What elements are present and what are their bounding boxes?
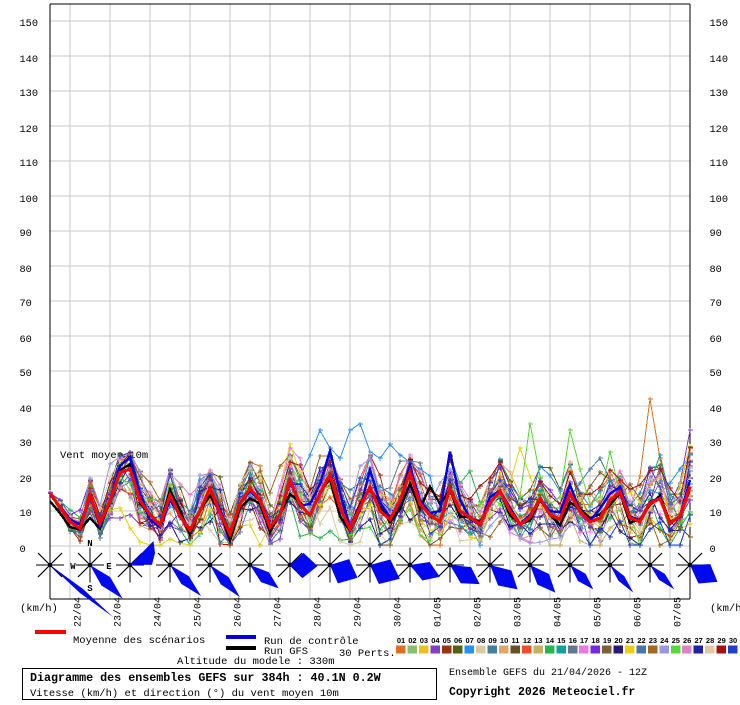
svg-text:0: 0: [710, 544, 716, 556]
svg-text:24/04: 24/04: [153, 597, 165, 627]
svg-text:90: 90: [20, 228, 32, 240]
svg-text:13: 13: [534, 636, 542, 645]
svg-text:26: 26: [683, 636, 691, 645]
svg-text:20: 20: [614, 636, 622, 645]
svg-text:14: 14: [546, 636, 555, 645]
svg-text:Diagramme des ensembles GEFS s: Diagramme des ensembles GEFS sur 384h : …: [30, 671, 382, 685]
svg-text:18: 18: [591, 636, 599, 645]
svg-text:100: 100: [20, 194, 39, 206]
svg-text:50: 50: [20, 368, 32, 380]
svg-text:22/04: 22/04: [73, 597, 85, 627]
svg-text:23/04: 23/04: [113, 597, 125, 627]
svg-text:26/04: 26/04: [233, 597, 245, 627]
svg-text:23: 23: [649, 636, 657, 645]
svg-text:0: 0: [20, 544, 26, 556]
svg-text:22: 22: [637, 636, 645, 645]
svg-text:130: 130: [710, 88, 729, 100]
svg-text:29/04: 29/04: [353, 597, 365, 627]
svg-text:100: 100: [710, 194, 729, 206]
svg-text:04: 04: [431, 636, 440, 645]
svg-text:110: 110: [20, 158, 39, 170]
svg-text:30/04: 30/04: [393, 597, 405, 627]
svg-text:150: 150: [710, 18, 729, 30]
svg-text:Copyright 2026 Meteociel.fr: Copyright 2026 Meteociel.fr: [449, 686, 635, 699]
svg-text:Moyenne des scénarios: Moyenne des scénarios: [73, 635, 205, 647]
svg-text:30 Perts.: 30 Perts.: [339, 648, 396, 660]
svg-text:17: 17: [580, 636, 588, 645]
svg-text:05/05: 05/05: [593, 597, 605, 627]
svg-text:10: 10: [500, 636, 508, 645]
svg-text:02/05: 02/05: [473, 597, 485, 627]
svg-text:20: 20: [710, 474, 722, 486]
svg-text:70: 70: [710, 298, 722, 310]
svg-text:01: 01: [397, 636, 405, 645]
svg-text:03: 03: [420, 636, 428, 645]
svg-text:130: 130: [20, 88, 39, 100]
svg-text:07/05: 07/05: [673, 597, 685, 627]
svg-text:40: 40: [20, 404, 32, 416]
svg-text:08: 08: [477, 636, 485, 645]
svg-text:60: 60: [20, 334, 32, 346]
svg-text:30: 30: [20, 438, 32, 450]
svg-text:07: 07: [466, 636, 474, 645]
svg-text:N: N: [87, 539, 92, 549]
svg-text:Vent moyen 10m: Vent moyen 10m: [60, 450, 148, 462]
svg-text:40: 40: [710, 404, 722, 416]
svg-text:10: 10: [20, 508, 32, 520]
svg-text:24: 24: [660, 636, 669, 645]
svg-text:04/05: 04/05: [553, 597, 565, 627]
svg-text:Altitude du modele : 330m: Altitude du modele : 330m: [177, 656, 335, 668]
svg-text:12: 12: [523, 636, 531, 645]
svg-text:09: 09: [488, 636, 496, 645]
svg-text:30: 30: [729, 636, 737, 645]
svg-text:Vitesse (km/h) et direction (°: Vitesse (km/h) et direction (°) du vent …: [30, 688, 339, 700]
svg-text:(km/h): (km/h): [20, 603, 58, 615]
svg-text:140: 140: [20, 54, 39, 66]
svg-text:05: 05: [443, 636, 451, 645]
svg-text:21: 21: [626, 636, 634, 645]
svg-text:60: 60: [710, 334, 722, 346]
svg-text:28: 28: [706, 636, 714, 645]
svg-text:Ensemble GEFS du 21/04/2026 -: Ensemble GEFS du 21/04/2026 - 12Z: [449, 667, 647, 679]
svg-text:02: 02: [408, 636, 416, 645]
svg-text:140: 140: [710, 54, 729, 66]
svg-text:06: 06: [454, 636, 462, 645]
svg-text:27: 27: [695, 636, 703, 645]
svg-text:70: 70: [20, 298, 32, 310]
svg-text:10: 10: [710, 508, 722, 520]
svg-text:20: 20: [20, 474, 32, 486]
svg-text:15: 15: [557, 636, 565, 645]
svg-text:03/05: 03/05: [513, 597, 525, 627]
svg-text:E: E: [106, 562, 112, 572]
svg-text:30: 30: [710, 438, 722, 450]
svg-text:80: 80: [710, 264, 722, 276]
svg-text:Run GFS: Run GFS: [264, 646, 308, 658]
svg-text:S: S: [87, 584, 93, 594]
svg-text:25/04: 25/04: [193, 597, 205, 627]
svg-text:120: 120: [710, 124, 729, 136]
svg-text:25: 25: [672, 636, 680, 645]
svg-text:06/05: 06/05: [633, 597, 645, 627]
svg-text:50: 50: [710, 368, 722, 380]
svg-text:(km/h): (km/h): [710, 603, 740, 615]
svg-text:150: 150: [20, 18, 39, 30]
svg-text:19: 19: [603, 636, 611, 645]
svg-text:11: 11: [512, 636, 520, 645]
svg-text:27/04: 27/04: [273, 597, 285, 627]
svg-text:16: 16: [569, 636, 577, 645]
svg-text:120: 120: [20, 124, 39, 136]
svg-text:29: 29: [717, 636, 725, 645]
svg-text:80: 80: [20, 264, 32, 276]
svg-text:90: 90: [710, 228, 722, 240]
svg-text:W: W: [70, 562, 76, 572]
svg-text:01/05: 01/05: [433, 597, 445, 627]
svg-text:Run de contrôle: Run de contrôle: [264, 636, 359, 648]
svg-text:110: 110: [710, 158, 729, 170]
svg-text:28/04: 28/04: [313, 597, 325, 627]
